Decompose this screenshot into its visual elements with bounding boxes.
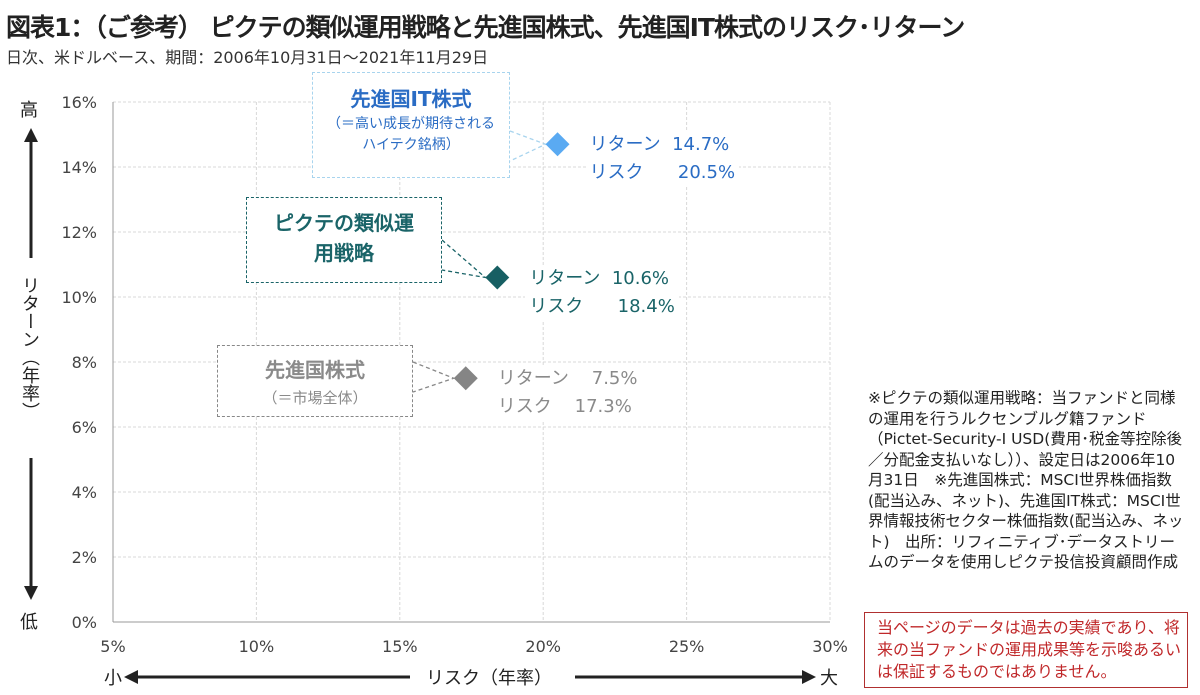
x-large-label: 大 bbox=[820, 668, 838, 689]
data-point-diamond bbox=[545, 132, 570, 157]
leader-line bbox=[441, 239, 488, 279]
callout-subtitle: （＝高い成長が期待されるハイテク銘柄） bbox=[327, 116, 495, 153]
callout-it-stocks: 先進国IT株式 （＝高い成長が期待されるハイテク銘柄） bbox=[312, 72, 510, 178]
point-values-it-stocks: リターン 14.7% リスク 20.5% bbox=[585, 131, 740, 188]
x-tick-label: 15% bbox=[382, 637, 418, 656]
x-axis-label: リスク（年率） bbox=[418, 664, 560, 690]
callout-title: 先進国株式 bbox=[265, 358, 365, 382]
y-tick-label: 14% bbox=[61, 158, 97, 177]
x-small-label: 小 bbox=[104, 668, 122, 689]
y-tick-label: 16% bbox=[61, 93, 97, 112]
y-tick-label: 4% bbox=[72, 483, 97, 502]
point-values-pictet-strategy: リターン 10.6% リスク 18.4% bbox=[525, 264, 679, 321]
callout-title: 先進国IT株式 bbox=[350, 87, 472, 111]
arrow-right-icon bbox=[802, 670, 816, 684]
data-point-diamond bbox=[485, 265, 510, 290]
y-tick-label: 6% bbox=[72, 418, 97, 437]
arrow-down-icon bbox=[24, 586, 38, 600]
y-high-label: 高 bbox=[20, 100, 38, 121]
data-point-diamond bbox=[453, 366, 478, 391]
x-tick-label: 30% bbox=[812, 637, 848, 656]
point-values-developed-stocks: リターン 7.5% リスク 17.3% bbox=[493, 365, 642, 422]
y-tick-label: 8% bbox=[72, 353, 97, 372]
callout-title: ピクテの類似運用戦略 bbox=[274, 211, 414, 265]
footnote: ※ピクテの類似運用戦略：当ファンドと同様の運用を行うルクセンブルグ籍ファンド（P… bbox=[868, 389, 1184, 571]
y-tick-label: 2% bbox=[72, 548, 97, 567]
chart-title: 図表1：（ご参考） ピクテの類似運用戦略と先進国株式、先進国IT株式のリスク･リ… bbox=[6, 13, 965, 42]
callout-pictet-strategy: ピクテの類似運用戦略 bbox=[246, 197, 442, 283]
callout-subtitle: （＝市場全体） bbox=[262, 389, 368, 407]
y-tick-label: 12% bbox=[61, 223, 97, 242]
x-tick-label: 5% bbox=[100, 637, 125, 656]
x-tick-label: 20% bbox=[525, 637, 561, 656]
leader-line bbox=[509, 130, 548, 162]
disclaimer-box: 当ページのデータは過去の実績であり、将来の当ファンドの運用成果等を示唆あるいは保… bbox=[864, 612, 1188, 688]
callout-developed-stocks: 先進国株式 （＝市場全体） bbox=[217, 345, 413, 417]
chart-subtitle: 日次、米ドルベース、期間：2006年10月31日～2021年11月29日 bbox=[6, 48, 489, 67]
arrow-left-icon bbox=[124, 670, 138, 684]
arrow-up-icon bbox=[24, 128, 38, 142]
y-tick-label: 0% bbox=[72, 613, 97, 632]
x-tick-label: 25% bbox=[669, 637, 705, 656]
y-low-label: 低 bbox=[20, 612, 38, 633]
y-axis-label: リターン（年率） bbox=[16, 270, 42, 426]
y-tick-label: 10% bbox=[61, 288, 97, 307]
x-tick-label: 10% bbox=[239, 637, 275, 656]
leader-line bbox=[412, 361, 456, 393]
